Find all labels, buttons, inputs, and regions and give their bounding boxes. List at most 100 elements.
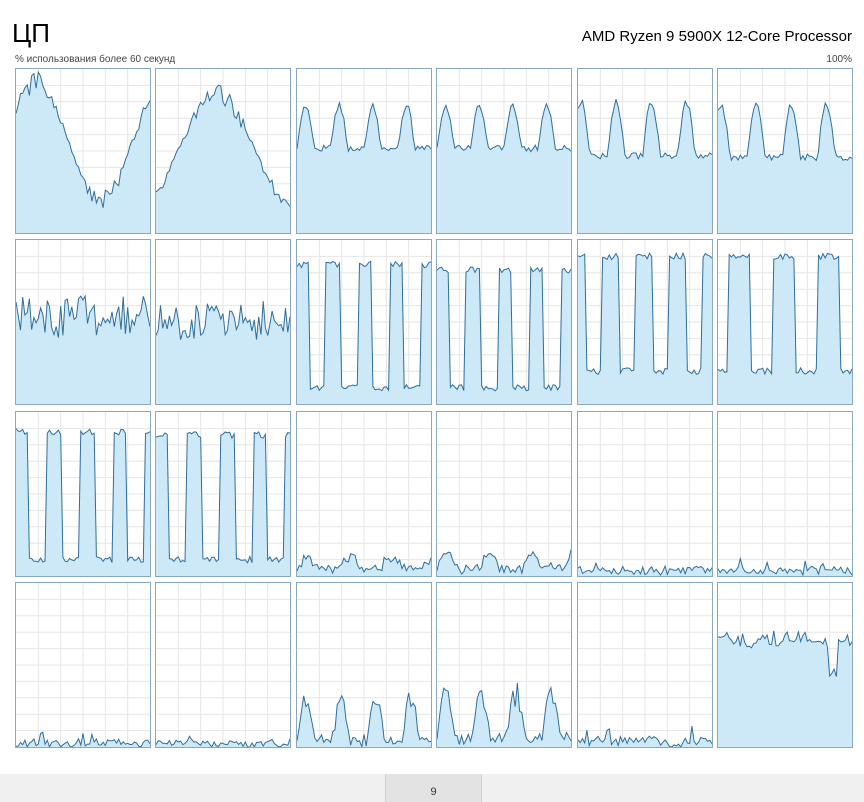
usage-area — [718, 558, 852, 576]
core-2-graph — [296, 68, 432, 234]
core-21-chart — [437, 583, 571, 747]
core-18-chart — [16, 583, 150, 747]
usage-line — [16, 731, 150, 747]
core-9-chart — [437, 240, 571, 404]
usage-label: % использования более 60 секунд — [15, 54, 176, 65]
core-graph-grid[interactable] — [15, 68, 853, 748]
usage-line — [16, 70, 150, 208]
usage-line — [297, 100, 431, 153]
usage-line — [297, 692, 431, 747]
usage-area — [156, 85, 290, 233]
usage-line — [578, 726, 712, 747]
usage-line — [718, 629, 852, 678]
usage-area — [297, 553, 431, 576]
usage-line — [16, 294, 150, 338]
core-9-graph — [436, 239, 572, 405]
core-12-chart — [16, 412, 150, 576]
page-title: ЦП — [12, 18, 50, 48]
usage-line — [718, 101, 852, 162]
core-4-graph — [577, 68, 713, 234]
usage-area — [297, 261, 431, 404]
core-0-graph — [15, 68, 151, 234]
usage-area — [16, 72, 150, 233]
core-13-chart — [156, 412, 290, 576]
core-2-chart — [297, 69, 431, 233]
core-6-graph — [15, 239, 151, 405]
core-4-chart — [578, 69, 712, 233]
usage-area — [718, 253, 852, 404]
max-percent-label: 100% — [826, 54, 852, 65]
usage-area — [578, 253, 712, 404]
core-10-chart — [578, 240, 712, 404]
usage-line — [437, 549, 571, 576]
core-11-chart — [718, 240, 852, 404]
core-7-chart — [156, 240, 290, 404]
usage-line — [156, 301, 290, 340]
processor-name: AMD Ryzen 9 5900X 12-Core Processor — [581, 28, 852, 45]
usage-area — [578, 99, 712, 233]
usage-line — [156, 84, 290, 207]
usage-line — [437, 265, 571, 392]
page-number: 9 — [430, 786, 437, 798]
core-8-chart — [297, 240, 431, 404]
usage-area — [16, 428, 150, 576]
core-1-graph — [155, 68, 291, 234]
usage-line — [16, 428, 150, 563]
core-21-graph — [436, 582, 572, 748]
core-15-chart — [437, 412, 571, 576]
core-6-chart — [16, 240, 150, 404]
core-3-graph — [436, 68, 572, 234]
core-10-graph — [577, 239, 713, 405]
usage-area — [437, 267, 571, 404]
core-19-graph — [155, 582, 291, 748]
usage-line — [297, 553, 431, 575]
core-5-graph — [717, 68, 853, 234]
core-17-graph — [717, 411, 853, 577]
usage-area — [718, 630, 852, 747]
usage-area — [156, 301, 290, 404]
usage-line — [437, 102, 571, 153]
core-16-graph — [577, 411, 713, 577]
usage-line — [718, 252, 852, 376]
core-17-chart — [718, 412, 852, 576]
usage-area — [578, 563, 712, 576]
core-11-graph — [717, 239, 853, 405]
core-15-graph — [436, 411, 572, 577]
core-1-chart — [156, 69, 290, 233]
usage-area — [156, 431, 290, 576]
usage-line — [578, 251, 712, 376]
usage-line — [437, 682, 571, 746]
usage-line — [156, 431, 290, 564]
core-23-graph — [717, 582, 853, 748]
core-16-chart — [578, 412, 712, 576]
core-19-chart — [156, 583, 290, 747]
core-23-chart — [718, 583, 852, 747]
core-22-chart — [578, 583, 712, 747]
usage-line — [578, 98, 712, 161]
core-0-chart — [16, 69, 150, 233]
usage-line — [718, 556, 852, 576]
usage-area — [437, 549, 571, 576]
core-8-graph — [296, 239, 432, 405]
bottom-tab: 9 — [385, 774, 482, 802]
usage-area — [718, 103, 852, 233]
usage-line — [156, 735, 290, 747]
usage-area — [437, 103, 571, 233]
core-12-graph — [15, 411, 151, 577]
core-14-chart — [297, 412, 431, 576]
usage-line — [578, 561, 712, 576]
core-3-chart — [437, 69, 571, 233]
core-5-chart — [718, 69, 852, 233]
core-13-graph — [155, 411, 291, 577]
core-20-graph — [296, 582, 432, 748]
core-22-graph — [577, 582, 713, 748]
bottom-bar: 9 — [0, 774, 864, 802]
core-7-graph — [155, 239, 291, 405]
core-14-graph — [296, 411, 432, 577]
usage-area — [437, 682, 571, 747]
core-20-chart — [297, 583, 431, 747]
usage-area — [297, 102, 431, 233]
usage-area — [16, 296, 150, 404]
core-18-graph — [15, 582, 151, 748]
usage-line — [297, 260, 431, 392]
